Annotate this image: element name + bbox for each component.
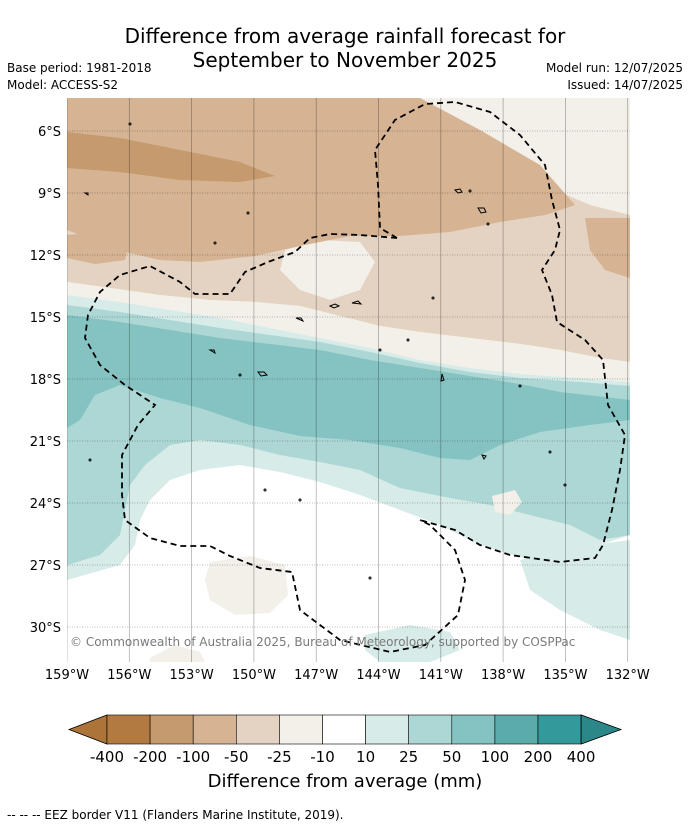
colorbar-low-extension xyxy=(67,714,108,745)
colorbar-tick-label: -50 xyxy=(224,748,249,766)
latitude-label: 24°S xyxy=(30,497,61,512)
colorbar-tick-label: 10 xyxy=(356,748,375,766)
eez-legend-note: -- -- -- EEZ border V11 (Flanders Marine… xyxy=(7,808,344,822)
colorbar-swatch xyxy=(149,714,194,745)
longitude-label: 150°W xyxy=(232,668,276,683)
latitude-label: 12°S xyxy=(30,249,61,264)
colorbar-tick-label: 50 xyxy=(442,748,461,766)
longitude-label: 138°W xyxy=(481,668,525,683)
near-normal-band xyxy=(67,282,630,382)
dry-patch-southeast xyxy=(492,490,522,515)
colorbar-swatch xyxy=(451,714,496,745)
latitude-label: 27°S xyxy=(30,559,61,574)
longitude-label: 156°W xyxy=(107,668,151,683)
colorbar-swatch xyxy=(106,714,151,745)
colorbar-swatch xyxy=(279,714,323,745)
dry-patch-east xyxy=(585,218,630,278)
eez-border-central xyxy=(84,233,466,653)
colorbar-tick-label: -100 xyxy=(176,748,210,766)
colorbar-tick-label: 400 xyxy=(567,748,596,766)
issued-date: Issued: 14/07/2025 xyxy=(567,78,683,92)
latitude-label: 21°S xyxy=(30,435,61,450)
longitude-label: 132°W xyxy=(606,668,650,683)
latitude-labels: 6°S 9°S 12°S 15°S 18°S 21°S 24°S 27°S 30°S xyxy=(30,125,61,636)
colorbar-swatch xyxy=(192,714,237,745)
latitude-label: 9°S xyxy=(38,187,61,202)
model-name: Model: ACCESS-S2 xyxy=(7,78,119,92)
colorbar-swatch xyxy=(408,714,453,745)
colorbar-swatch xyxy=(365,714,410,745)
colorbar-tick-label: -400 xyxy=(90,748,124,766)
wet-patch-southeast xyxy=(520,540,630,640)
colorbar-swatch xyxy=(236,714,280,745)
map-title: Difference from average rainfall forecas… xyxy=(0,24,690,72)
colorbar-tick-label: 100 xyxy=(481,748,510,766)
wet-zone-strong xyxy=(67,315,630,460)
colorbar-swatch xyxy=(322,714,366,745)
base-period: Base period: 1981-2018 xyxy=(7,61,152,75)
graticule xyxy=(67,98,630,662)
dry-patch-south xyxy=(205,556,288,615)
colorbar-high-extension xyxy=(580,714,623,745)
colorbar-swatch xyxy=(537,714,582,745)
copyright-notice: © Commonwealth of Australia 2025, Bureau… xyxy=(70,635,575,649)
map-field: © Commonwealth of Australia 2025, Bureau… xyxy=(67,98,630,662)
longitude-label: 147°W xyxy=(294,668,338,683)
wet-patch-south xyxy=(365,625,460,662)
longitude-label: 159°W xyxy=(45,668,89,683)
longitude-labels: 159°W 156°W 153°W 150°W 147°W 144°W 141°W 138°W… xyxy=(45,668,650,683)
model-info: Base period: 1981-2018 Model: ACCESS-S2 xyxy=(7,60,152,94)
title-line-2: September to November 2025 xyxy=(192,48,498,72)
latitude-label: 15°S xyxy=(30,311,61,326)
colorbar-tick-label: -25 xyxy=(267,748,292,766)
dry-patch-west xyxy=(67,232,130,264)
colorbar-tick-label: 25 xyxy=(399,748,418,766)
dry-patch-south-edge xyxy=(150,645,205,662)
latitude-label: 30°S xyxy=(30,621,61,636)
dry-zone-strong xyxy=(67,132,275,182)
model-run-date: Model run: 12/07/2025 xyxy=(545,61,683,75)
latitude-label: 6°S xyxy=(38,125,61,140)
colorbar-title: Difference from average (mm) xyxy=(207,771,483,792)
longitude-label: 141°W xyxy=(419,668,463,683)
dry-zone-medium xyxy=(67,98,575,262)
longitude-label: 153°W xyxy=(170,668,214,683)
colorbar-tick-label: -200 xyxy=(133,748,167,766)
latitude-label: 18°S xyxy=(30,373,61,388)
run-info: Model run: 12/07/2025 Issued: 14/07/2025 xyxy=(546,60,683,94)
colorbar-tick-label: -10 xyxy=(310,748,335,766)
near-normal-patch-center xyxy=(280,240,375,300)
colorbar-tick-label: 200 xyxy=(524,748,553,766)
longitude-label: 135°W xyxy=(543,668,587,683)
title-line-1: Difference from average rainfall forecas… xyxy=(124,24,566,48)
colorbar-swatch xyxy=(494,714,539,745)
longitude-label: 144°W xyxy=(356,668,400,683)
colorbar-legend: -400 -200 -100 -50 -25 -10 10 25 50 100 200 400 xyxy=(67,714,623,766)
islands xyxy=(83,122,567,580)
